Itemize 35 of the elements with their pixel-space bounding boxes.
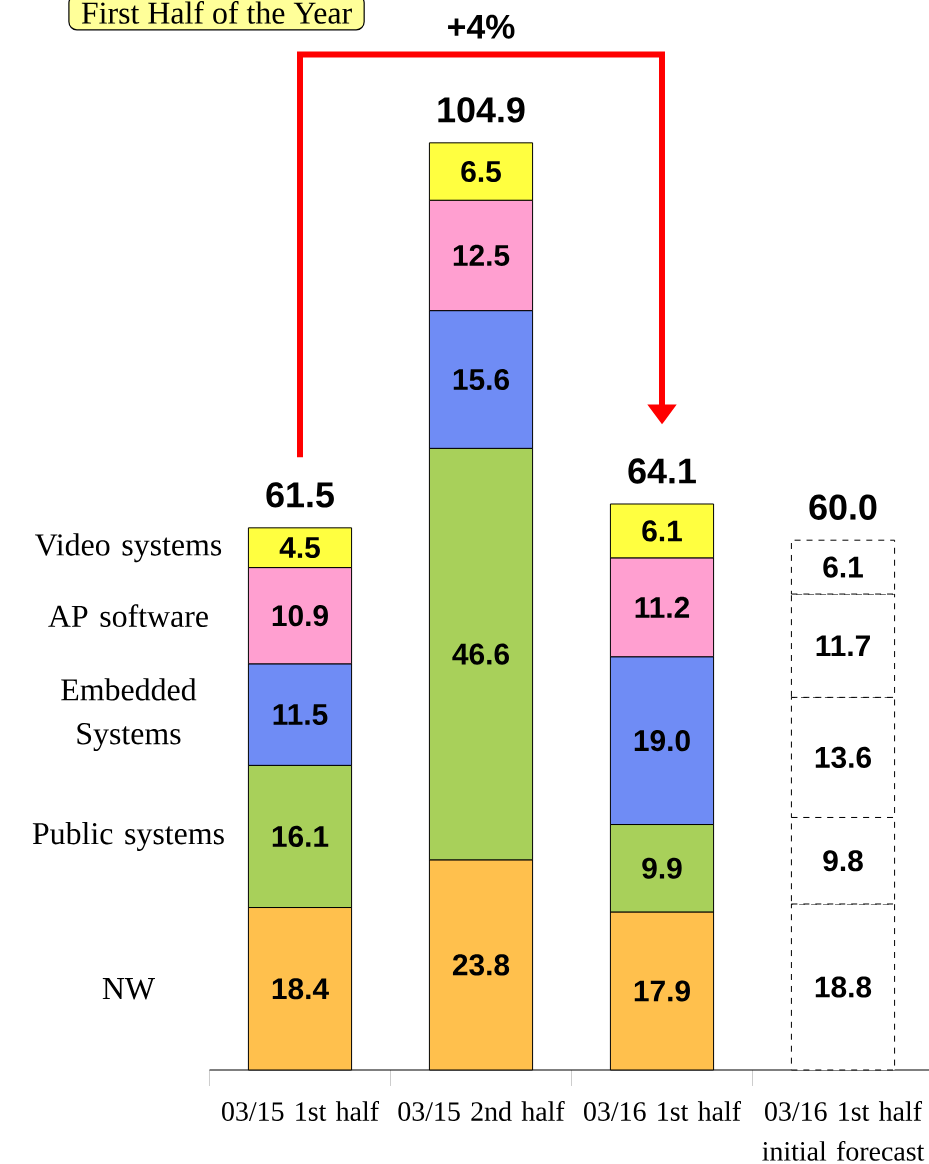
data-label: 11.2 (635, 596, 690, 618)
text: +4% (448, 14, 515, 39)
data-label: 6.1 (823, 556, 863, 578)
data-label: 23.8 (452, 954, 510, 976)
data-label: 9.8 (823, 850, 863, 872)
series-label: AP software (48, 604, 208, 628)
data-label: 15.6 (453, 368, 509, 391)
data-label: 17.9 (634, 980, 690, 1002)
total-label: 61.5 (266, 482, 334, 508)
data-label: 10.9 (272, 605, 328, 627)
x-tick-label: 03/16 1st half initial forecast (762, 1101, 925, 1161)
series-label: Video systems (35, 533, 222, 563)
data-label: 46.6 (452, 643, 509, 665)
data-label: 12.5 (453, 244, 510, 266)
data-label: 6.1 (642, 520, 682, 542)
data-label: 11.7 (816, 635, 870, 656)
x-tick-label: 03/16 1st half (584, 1101, 742, 1121)
data-label: 6.5 (461, 160, 501, 183)
data-label: 4.5 (279, 537, 320, 559)
data-label: 9.9 (642, 857, 682, 879)
x-tick-label: 03/15 2nd half (398, 1101, 565, 1121)
x-tick-label: 03/15 1st half (222, 1101, 380, 1121)
total-label: 60.0 (809, 494, 877, 520)
data-label: 18.4 (272, 978, 329, 1000)
data-label: 18.8 (815, 976, 872, 998)
data-label: 11.5 (273, 704, 328, 726)
series-label: Public systems (32, 821, 224, 851)
data-label: 13.6 (815, 746, 871, 769)
chart-title: First Half of the Year (81, 1, 352, 24)
series-label: Embedded Systems (61, 678, 197, 751)
data-label: 19.0 (634, 730, 690, 752)
data-label: 16.1 (272, 825, 329, 848)
text: NW (102, 978, 155, 1000)
total-label: 104.9 (438, 97, 525, 123)
total-label: 64.1 (628, 458, 696, 484)
